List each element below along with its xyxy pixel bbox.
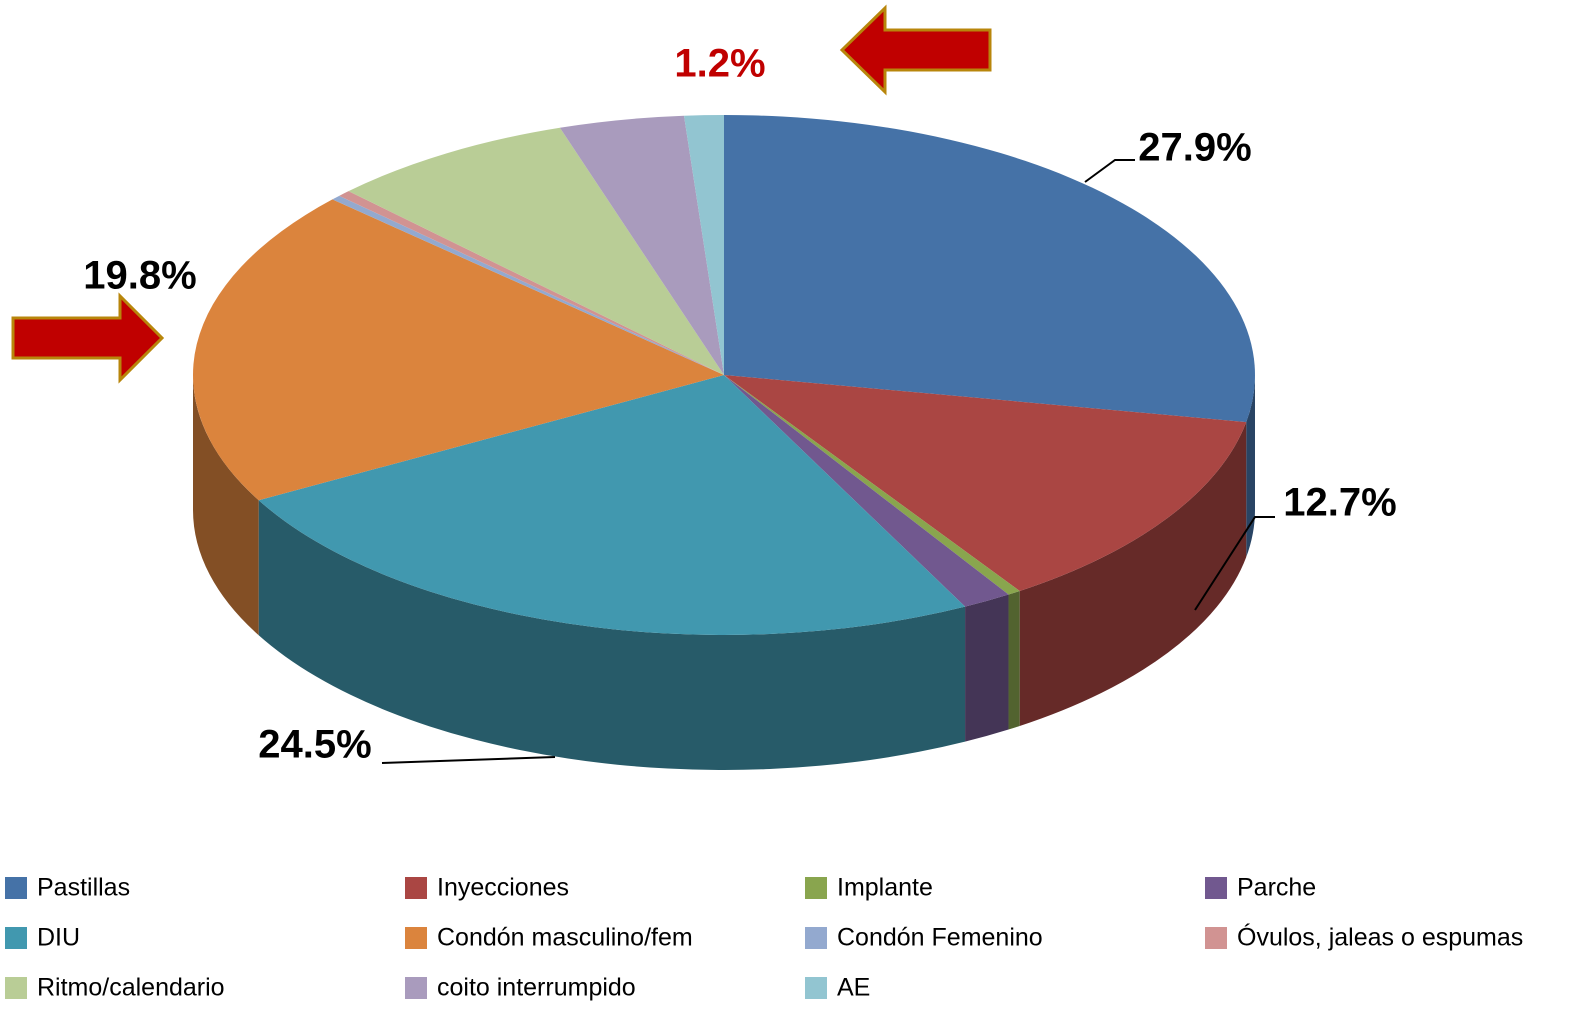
legend-label: Inyecciones [437,874,569,902]
legend-label: Implante [837,874,933,902]
arrow [839,4,992,96]
legend-swatch [405,977,427,999]
pie-side [258,500,966,770]
legend-swatch [405,877,427,899]
legend-label: Condón masculino/fem [437,924,693,952]
legend-swatch [5,977,27,999]
pie-slice [258,375,966,635]
pie-tops [193,115,1255,635]
legend-label: Pastillas [37,874,130,902]
pie-slice [724,375,1009,607]
pie-slice [724,375,1247,591]
pie-slice [559,115,724,376]
pie-side [193,375,259,636]
legend-swatch [5,927,27,949]
pie-slice [339,191,724,375]
arrow [11,292,165,384]
legend-label: Óvulos, jaleas o espumas [1237,923,1523,952]
legend-swatch [1205,927,1227,949]
leader-line [1194,516,1275,611]
pie-slice [332,195,724,375]
pie-side [1019,422,1247,726]
value-label: 24.5% [258,723,371,767]
legend-swatch [1205,877,1227,899]
legend-swatch [5,877,27,899]
pie-side [1008,590,1020,730]
legend-label: Condón Femenino [837,924,1043,952]
pie-slice [724,375,1020,595]
pie-slice [684,115,724,375]
value-label: 19.8% [83,254,196,298]
leader-line [1084,159,1135,183]
legend-label: coito interrumpido [437,974,636,1002]
pie-side [965,594,1009,742]
value-label: 12.7% [1283,481,1396,525]
legend-swatch [405,927,427,949]
pie-side [1246,375,1255,558]
pie-slice [348,127,724,375]
value-label: 1.2% [674,42,765,86]
legend-swatch [805,977,827,999]
value-label: 27.9% [1138,126,1251,170]
legend-label: Parche [1237,874,1316,902]
legend-label: DIU [37,924,80,952]
legend-swatch [805,877,827,899]
pie-sides [193,375,1255,770]
legend-swatch [805,927,827,949]
pie-slice [724,115,1255,423]
legend-label: AE [837,974,870,1002]
leader-line [381,756,556,764]
legend-label: Ritmo/calendario [37,974,225,1002]
pie-slice [193,199,725,501]
